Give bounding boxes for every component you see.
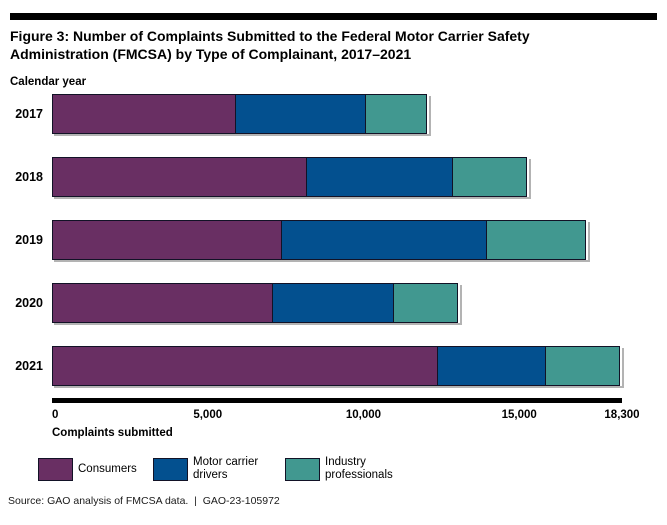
chart-legend: Consumers Motor carrier drivers Industry p…	[38, 456, 415, 482]
x-axis-tick-18-300: 18,300	[604, 409, 640, 421]
bar-segment-consumers	[52, 157, 308, 197]
bar-segment-industry-professionals	[364, 94, 427, 134]
stacked-bar-2020	[52, 283, 460, 323]
bar-segment-industry-professionals	[545, 346, 620, 386]
top-divider-rule	[10, 13, 657, 20]
bar-segment-motor-carrier-drivers	[272, 283, 394, 323]
bar-row-2020: 2020	[0, 283, 622, 323]
bar-row-2018: 2018	[0, 157, 622, 197]
year-tick-label: 2018	[15, 170, 43, 184]
bar-track	[52, 283, 622, 323]
x-axis-tick-0: 0	[52, 409, 59, 421]
stacked-bar-2018	[52, 157, 529, 197]
y-axis-label: Calendar year	[10, 76, 87, 88]
bar-segment-consumers	[52, 283, 274, 323]
stacked-bar-2021	[52, 346, 622, 386]
legend-label-industry-professionals: Industry professionals	[325, 456, 393, 481]
x-axis-line	[52, 398, 622, 403]
bar-track	[52, 346, 622, 386]
bar-segment-motor-carrier-drivers	[234, 94, 366, 134]
bar-segment-motor-carrier-drivers	[306, 157, 453, 197]
bar-segment-consumers	[52, 346, 439, 386]
bar-track	[52, 157, 622, 197]
bar-row-2019: 2019	[0, 220, 622, 260]
legend-swatch-motor-carrier-drivers	[153, 457, 188, 481]
stacked-bar-2017	[52, 94, 429, 134]
stacked-bar-chart: 2017 2018 2019 2020 2021	[0, 94, 622, 386]
bar-segment-consumers	[52, 220, 283, 260]
bar-segment-industry-professionals	[451, 157, 527, 197]
stacked-bar-2019	[52, 220, 588, 260]
year-tick-label: 2019	[15, 233, 43, 247]
bar-row-2021: 2021	[0, 346, 622, 386]
legend-item-motor-carrier-drivers: Motor carrier drivers	[153, 456, 285, 482]
year-tick-label: 2017	[15, 107, 43, 121]
legend-item-consumers: Consumers	[38, 457, 153, 481]
x-axis-tick-15-000: 15,000	[501, 409, 537, 421]
bar-segment-industry-professionals	[392, 283, 459, 323]
x-axis-tick-5-000: 5,000	[193, 409, 223, 421]
x-axis-tick-10-000: 10,000	[345, 409, 382, 421]
legend-label-motor-carrier-drivers: Motor carrier drivers	[193, 456, 259, 481]
bar-row-2017: 2017	[0, 94, 622, 134]
year-tick-label: 2021	[15, 359, 43, 373]
figure-title: Figure 3: Number of Complaints Submitted…	[10, 28, 530, 62]
legend-label-consumers: Consumers	[78, 462, 137, 475]
bar-segment-industry-professionals	[486, 220, 586, 260]
bar-track	[52, 220, 622, 260]
legend-item-industry-professionals: Industry professionals	[285, 456, 415, 482]
legend-swatch-consumers	[38, 457, 73, 481]
x-axis-label: Complaints submitted	[52, 427, 173, 439]
source-note: Source: GAO analysis of FMCSA data. | GA…	[8, 495, 280, 507]
x-axis-ticks: 0 5,000 10,000 15,000 18,300	[52, 409, 640, 423]
bar-segment-consumers	[52, 94, 236, 134]
year-tick-label: 2020	[15, 296, 43, 310]
bar-track	[52, 94, 622, 134]
legend-swatch-industry-professionals	[285, 457, 320, 481]
bar-segment-motor-carrier-drivers	[437, 346, 547, 386]
bar-segment-motor-carrier-drivers	[281, 220, 488, 260]
